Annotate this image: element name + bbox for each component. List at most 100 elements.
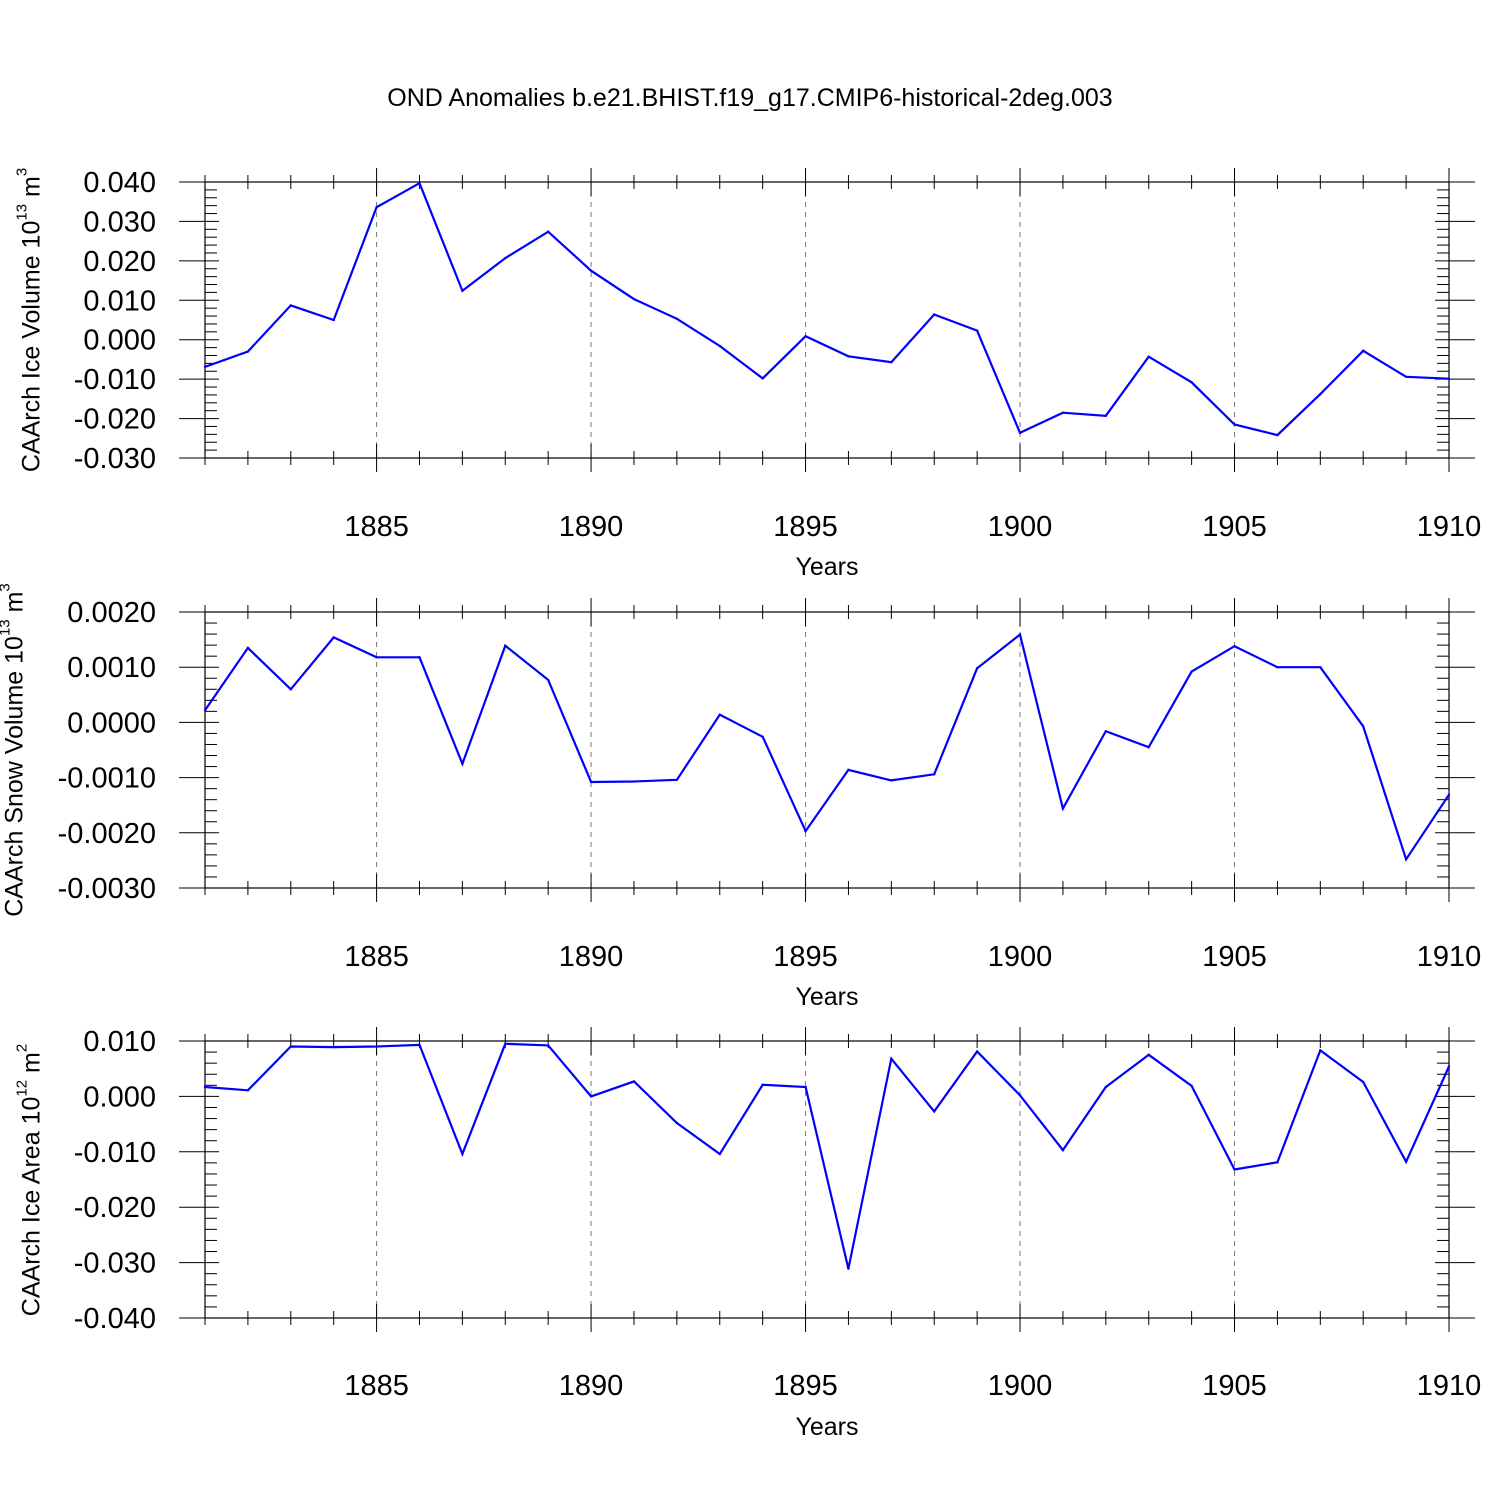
x-tick-label: 1895 <box>773 511 838 543</box>
data-point <box>1447 1065 1451 1068</box>
y-tick-label: 0.000 <box>83 325 156 357</box>
data-point <box>375 206 378 209</box>
data-point <box>1190 670 1193 673</box>
data-point <box>718 713 721 716</box>
data-point <box>675 778 679 782</box>
data-point <box>246 350 250 353</box>
data-point <box>589 269 593 272</box>
x-tick-label: 1905 <box>1202 511 1267 543</box>
data-point <box>1319 1049 1322 1052</box>
data-point <box>504 1042 507 1045</box>
x-tick-label: 1905 <box>1202 1370 1267 1402</box>
plot-frame <box>204 181 1450 459</box>
data-point <box>1319 666 1322 669</box>
x-tick-label: 1885 <box>344 511 409 543</box>
data-point <box>203 709 207 712</box>
data-point <box>1190 1084 1193 1088</box>
series-line <box>204 632 1450 862</box>
data-point <box>418 181 421 185</box>
x-tick-label: 1890 <box>559 511 624 543</box>
y-tick-label: -0.030 <box>74 1248 156 1280</box>
data-point <box>1362 349 1365 352</box>
data-point <box>1404 375 1408 378</box>
x-tick-label: 1885 <box>344 941 409 973</box>
data-point <box>461 762 464 765</box>
data-point <box>418 656 421 659</box>
x-tick-label: 1890 <box>559 941 624 973</box>
data-point <box>203 365 207 369</box>
data-point <box>1018 431 1022 434</box>
chart-title: OND Anomalies b.e21.BHIST.f19_g17.CMIP6-… <box>387 84 1113 112</box>
y-tick-label: 0.010 <box>83 1026 156 1058</box>
data-point <box>761 1083 764 1086</box>
data-point <box>246 1089 250 1092</box>
data-point <box>589 780 593 784</box>
data-point <box>375 656 378 659</box>
data-point <box>1147 1053 1150 1057</box>
data-point <box>1447 377 1451 380</box>
y-axis-label: CAArch Ice Area 1012 m2 <box>13 1043 46 1316</box>
data-point <box>375 1045 378 1048</box>
data-point <box>1104 414 1108 418</box>
data-point <box>890 1057 893 1060</box>
data-point <box>847 355 850 358</box>
series-line <box>204 181 1450 437</box>
x-tick-label: 1900 <box>988 1370 1053 1402</box>
data-point <box>632 1080 636 1083</box>
series-line <box>204 1042 1451 1269</box>
data-point <box>461 1152 464 1156</box>
data-point <box>933 1110 936 1113</box>
data-point <box>1233 645 1236 648</box>
plot-frame <box>204 1040 1450 1319</box>
data-point <box>504 644 507 647</box>
data-point <box>890 360 893 364</box>
data-point <box>1319 392 1322 396</box>
data-point <box>718 1152 721 1156</box>
data-point <box>890 779 893 782</box>
y-tick-label: -0.030 <box>74 443 156 475</box>
data-point <box>1362 725 1365 728</box>
x-tick-label: 1910 <box>1417 1370 1482 1402</box>
y-tick-label: 0.0010 <box>67 652 156 684</box>
y-tick-label: -0.010 <box>74 1137 156 1169</box>
data-point <box>1404 858 1408 861</box>
data-point <box>847 768 850 772</box>
data-point <box>1018 1094 1022 1097</box>
y-tick-label: -0.020 <box>74 1192 156 1224</box>
data-point <box>1190 381 1193 384</box>
y-tick-label: -0.0020 <box>58 818 156 850</box>
data-point <box>804 1085 807 1089</box>
data-point <box>933 313 936 316</box>
data-point <box>1061 807 1065 810</box>
x-tick-label: 1885 <box>344 1370 409 1402</box>
data-point <box>1233 423 1236 426</box>
data-point <box>1276 433 1279 437</box>
data-point <box>804 334 807 338</box>
y-tick-label: -0.0010 <box>58 763 156 795</box>
data-point <box>332 636 335 639</box>
data-point <box>1061 1148 1065 1152</box>
data-point <box>289 1045 292 1048</box>
x-tick-label: 1905 <box>1202 941 1267 973</box>
data-point <box>246 646 250 650</box>
data-point <box>975 329 979 332</box>
y-tick-label: -0.0030 <box>58 873 156 905</box>
x-tick-label: 1900 <box>988 941 1053 973</box>
x-tick-label: 1900 <box>988 511 1053 543</box>
data-point <box>289 304 292 307</box>
data-point <box>933 773 936 776</box>
data-point <box>589 1095 593 1098</box>
x-axis-label: Years <box>795 553 859 581</box>
y-tick-label: 0.0020 <box>67 597 156 629</box>
data-point <box>461 289 464 293</box>
data-point <box>632 780 636 783</box>
data-point <box>1233 1168 1236 1171</box>
data-point <box>975 667 979 670</box>
data-point <box>1147 355 1150 358</box>
y-tick-label: 0.0000 <box>67 707 156 739</box>
data-point <box>546 678 550 682</box>
data-point <box>289 688 292 691</box>
